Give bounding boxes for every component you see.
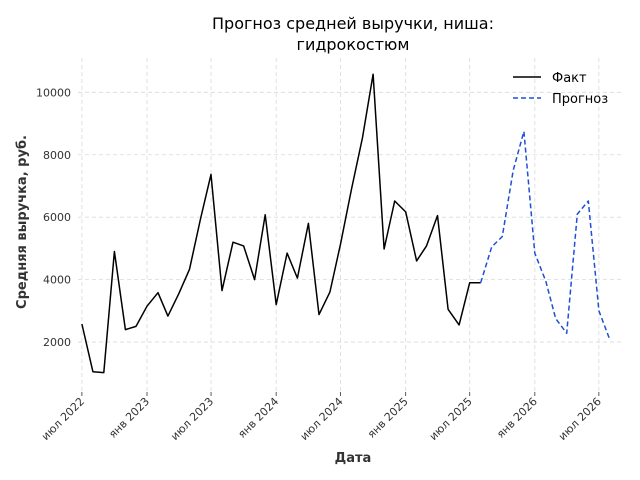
- legend-label-fact: Факт: [552, 71, 587, 86]
- y-tick-label: 2000: [43, 336, 71, 349]
- x-tick-label: янв 2023: [106, 395, 152, 441]
- y-tick-label: 8000: [43, 149, 71, 162]
- x-tick-label: янв 2025: [365, 395, 411, 441]
- chart-title-line-1: Прогноз средней выручки, ниша:: [212, 14, 494, 33]
- y-tick-label: 4000: [43, 274, 71, 287]
- x-axis-label: Дата: [335, 451, 372, 466]
- x-tick-label: июл 2025: [427, 395, 475, 443]
- x-tick-label: июл 2022: [39, 395, 87, 443]
- y-tick-label: 6000: [43, 211, 71, 224]
- y-axis-label: Средняя выручка, руб.: [15, 135, 30, 309]
- x-tick-label: июл 2023: [168, 395, 216, 443]
- grid: [78, 58, 624, 392]
- series-line-fact: [81, 73, 481, 374]
- series-layer: [81, 73, 611, 374]
- x-axis: июл 2022 янв 2023 июл 2023 янв 2024 июл 2024…: [39, 392, 604, 443]
- y-axis: 2000 4000 6000 8000 10000: [36, 86, 71, 349]
- legend-label-forecast: Прогноз: [552, 92, 608, 107]
- x-tick-label: янв 2024: [235, 395, 281, 441]
- series-line-forecast: [479, 130, 611, 340]
- y-tick-label: 10000: [36, 86, 71, 99]
- x-tick-label: июл 2024: [298, 395, 346, 443]
- chart-title-line-2: гидрокостюм: [297, 35, 410, 54]
- legend: Факт Прогноз: [513, 71, 608, 107]
- x-tick-label: янв 2026: [494, 395, 540, 441]
- x-tick-label: июл 2026: [556, 395, 604, 443]
